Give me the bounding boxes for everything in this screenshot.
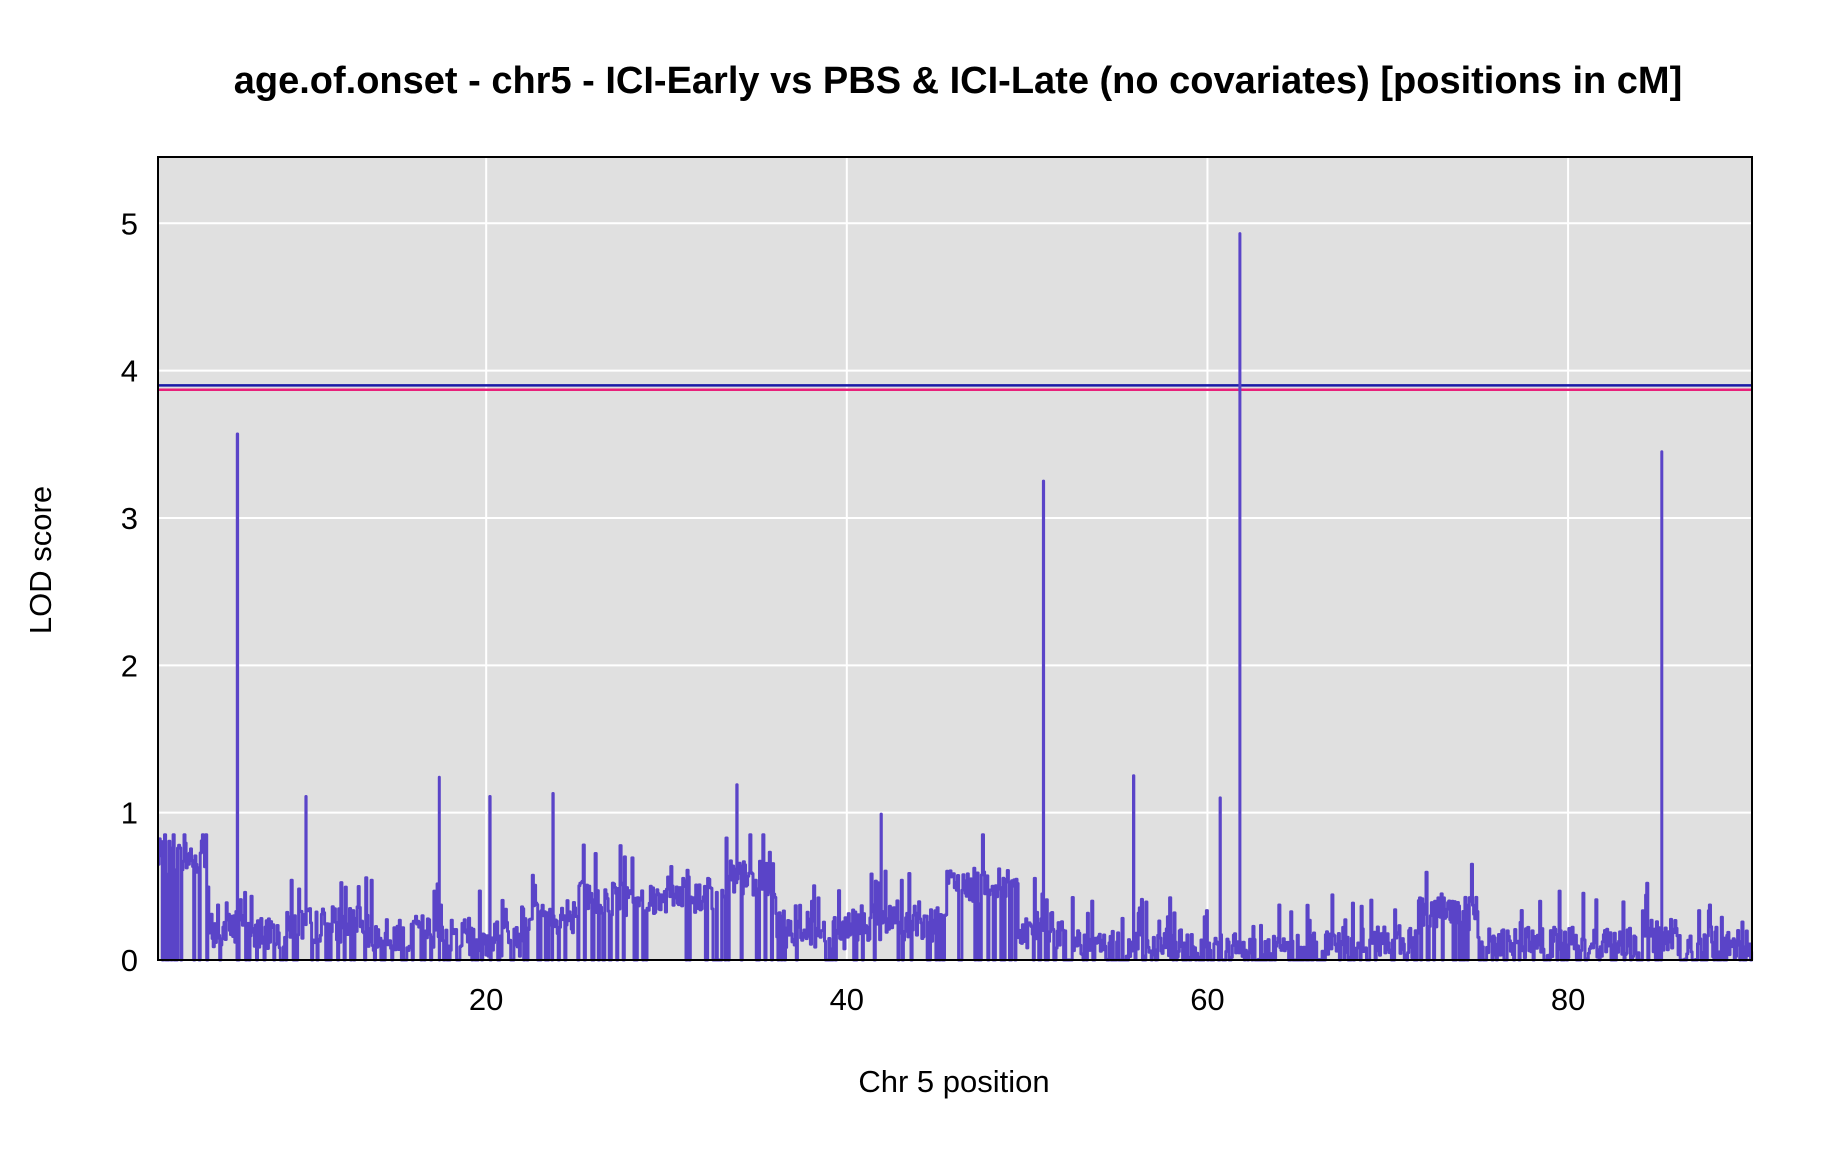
chart-title: age.of.onset - chr5 - ICI-Early vs PBS &…: [234, 60, 1683, 102]
x-tick-labels: 20 40 60 80: [469, 982, 1585, 1017]
x-tick-label: 80: [1551, 982, 1585, 1017]
plot-frame: [157, 156, 1753, 961]
y-tick-labels: 0 1 2 3 4 5: [121, 206, 138, 978]
x-tick-label: 40: [830, 982, 864, 1017]
y-tick-label: 2: [121, 648, 138, 683]
lod-curve: [157, 232, 1754, 962]
plot-panel: [157, 156, 1753, 961]
x-axis-label: Chr 5 position: [858, 1064, 1049, 1099]
x-tick-label: 60: [1190, 982, 1224, 1017]
y-tick-label: 5: [121, 206, 138, 241]
y-tick-label: 4: [121, 354, 138, 389]
y-tick-label: 0: [121, 943, 138, 978]
threshold-lines: [158, 384, 1752, 392]
y-tick-label: 3: [121, 501, 138, 536]
y-tick-label: 1: [121, 796, 138, 831]
x-tick-label: 20: [469, 982, 503, 1017]
y-axis-label: LOD score: [23, 486, 58, 634]
